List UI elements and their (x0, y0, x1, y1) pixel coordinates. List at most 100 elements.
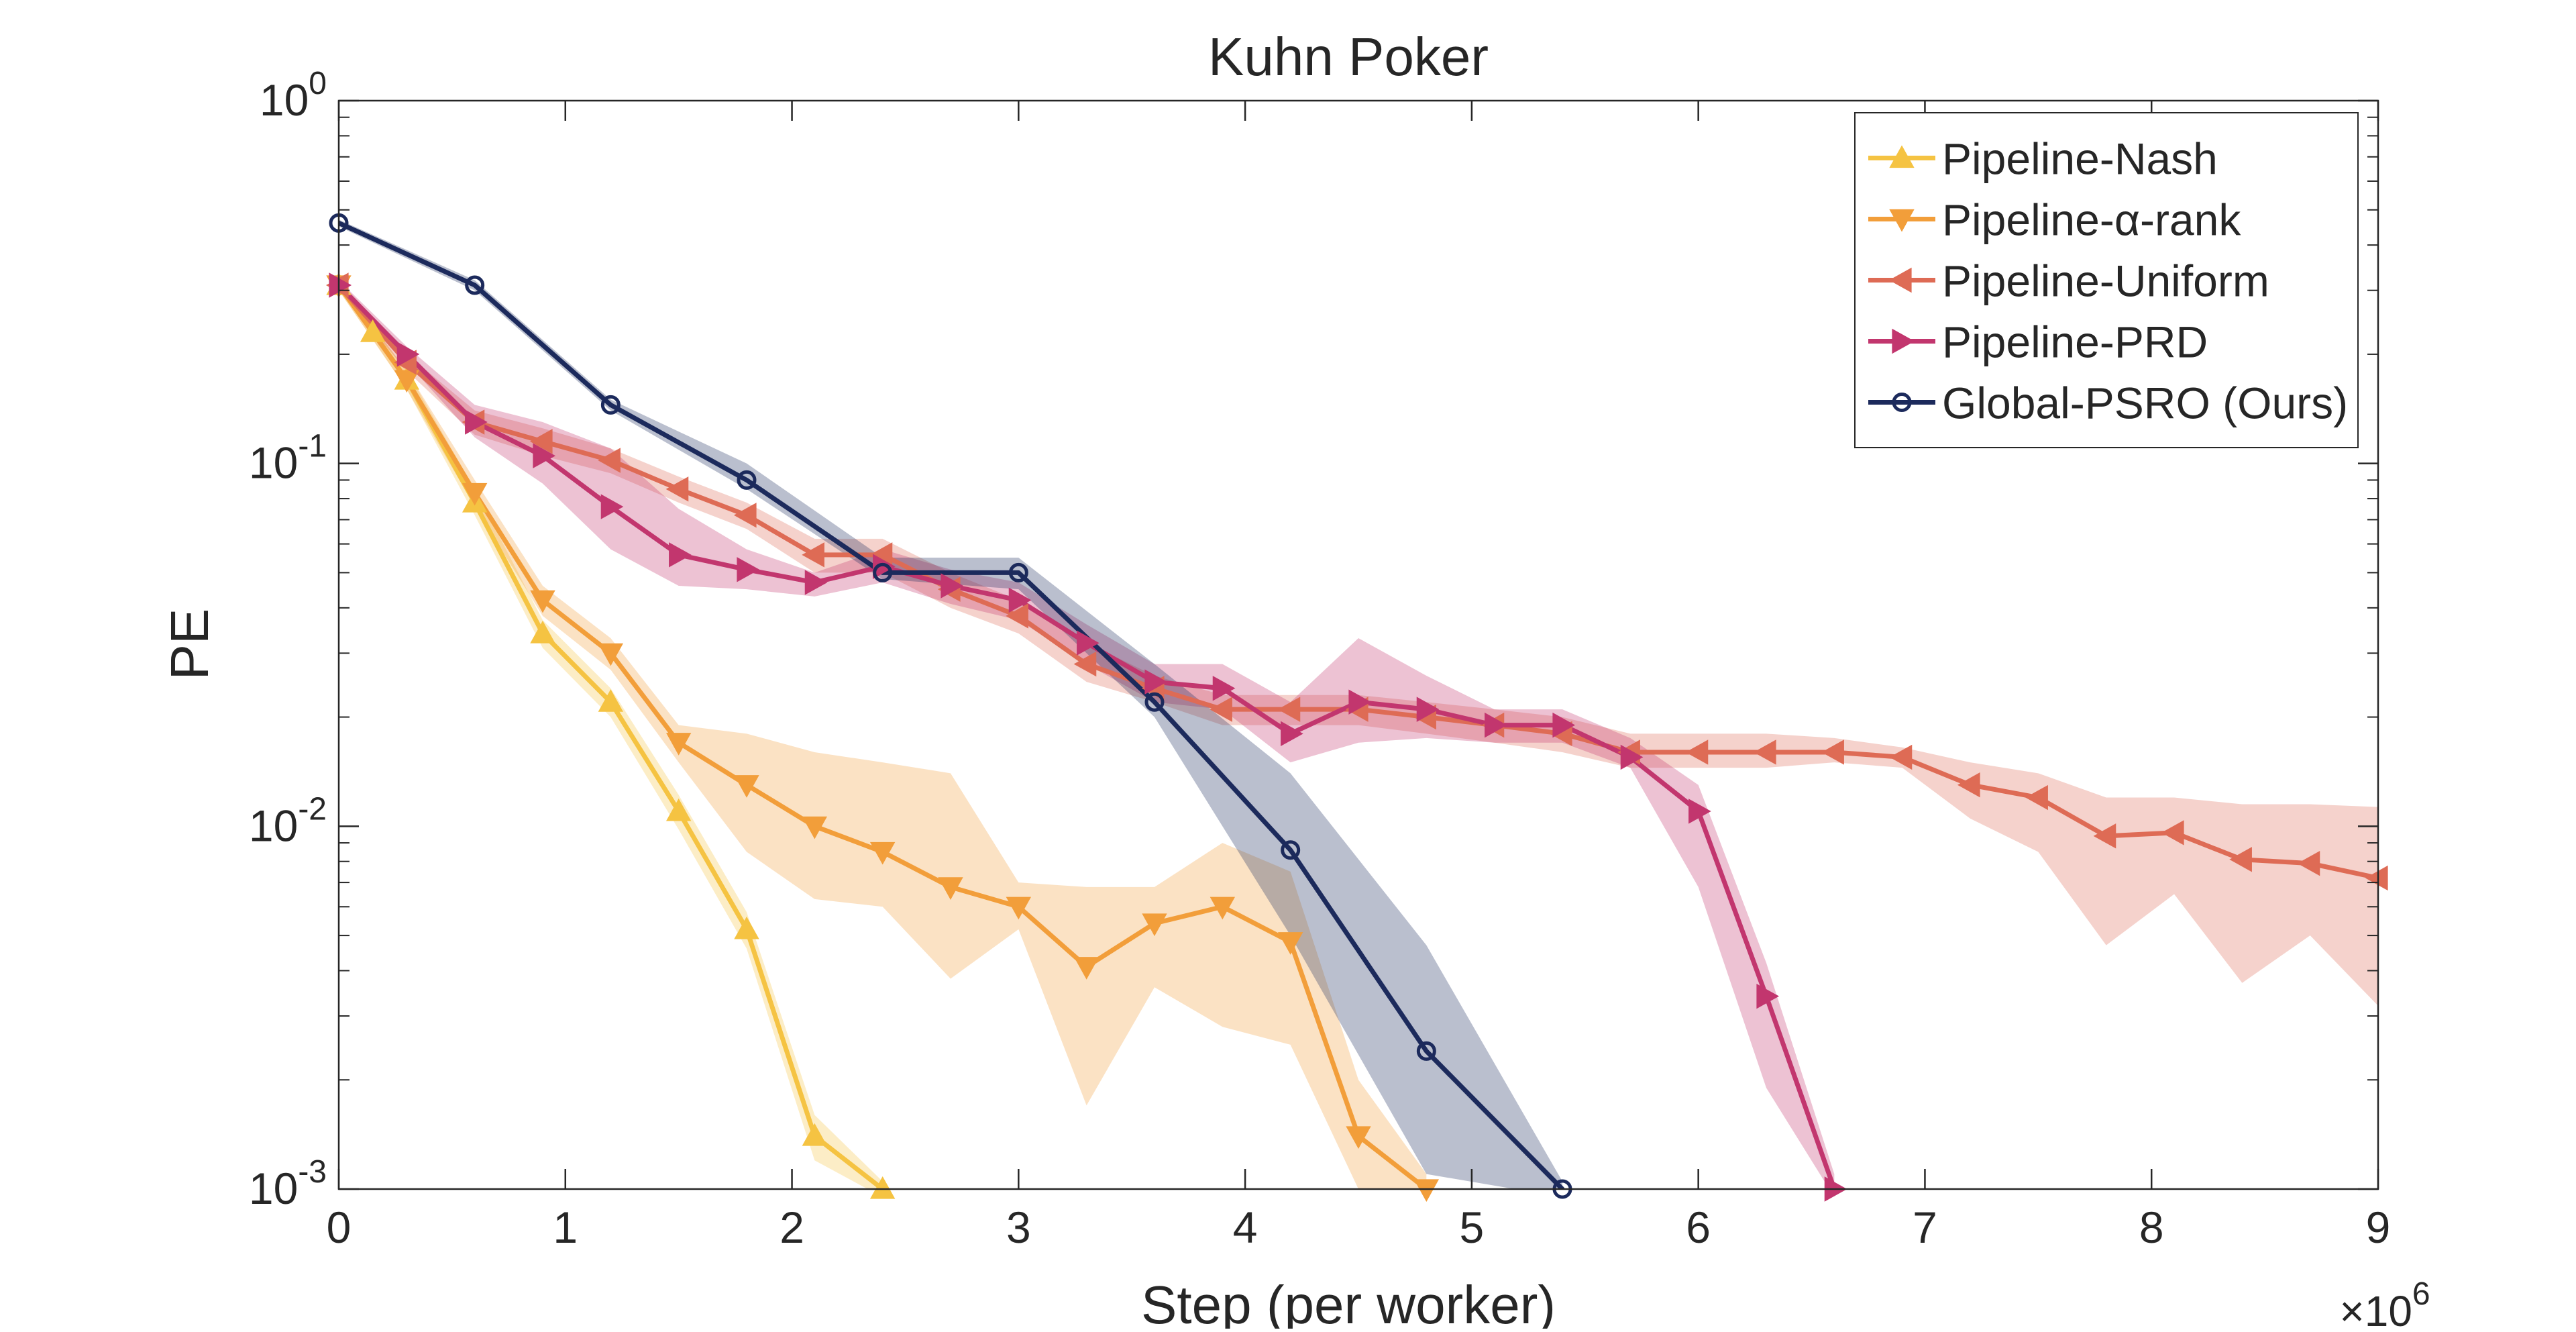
y-tick-exponent: 0 (309, 66, 327, 101)
series-4-point (1416, 1041, 1436, 1061)
series-3-point (1416, 697, 1440, 722)
x-tick-label: 5 (1460, 1202, 1485, 1252)
series-2-point (665, 476, 689, 502)
series-3-point (396, 342, 420, 367)
y-tick-label: 100 (260, 66, 327, 125)
series-2-point (1277, 697, 1301, 722)
series-0-point (802, 1123, 828, 1146)
series-3-point (1144, 669, 1168, 695)
series-2-point (1821, 739, 1844, 765)
y-tick-label: 10-3 (249, 1154, 327, 1213)
series-3-point (1756, 983, 1780, 1009)
series-1-point (938, 877, 963, 900)
series-2-point (733, 503, 757, 528)
x-exponent-power: 6 (2412, 1276, 2430, 1312)
y-axis-label: PE (160, 609, 219, 680)
series-3-point (1212, 676, 1236, 701)
series-4-point (600, 395, 621, 415)
series-0-point (360, 319, 386, 342)
y-tick-exponent: -1 (298, 429, 327, 464)
x-tick-label: 7 (1913, 1202, 1937, 1252)
series-2-point (1753, 739, 1776, 765)
series-2-point (1889, 744, 1913, 770)
series-3-point (1008, 587, 1032, 613)
series-3-band (339, 280, 1835, 1189)
series-2-point (2365, 865, 2388, 891)
series-4-point (465, 275, 485, 295)
series-1-point (394, 370, 420, 393)
series-4-point (1281, 840, 1301, 860)
series-3-point (600, 494, 624, 519)
series-2-point (2093, 823, 2116, 849)
series-4-point (1144, 692, 1165, 712)
x-tick-label: 3 (1006, 1202, 1031, 1252)
y-tick-base: 10 (260, 75, 309, 125)
x-axis-exponent: ×106 (2339, 1276, 2430, 1329)
series-1-point (1006, 896, 1032, 920)
x-exponent-base: ×10 (2339, 1287, 2412, 1329)
legend-swatch-marker (1888, 267, 1912, 293)
series-3-point (1552, 712, 1576, 738)
plot-frame (337, 99, 2379, 1190)
y-tick-exponent: -2 (298, 791, 327, 827)
series-2-point (1957, 772, 1980, 798)
series-2-point (2161, 820, 2184, 846)
series-4-point (737, 470, 757, 490)
x-tick-label: 0 (327, 1202, 352, 1252)
legend-box (1854, 112, 2359, 448)
series-2-point (598, 448, 621, 473)
legend: Pipeline-Nash Pipeline-α-rank Pipeline-Uni… (1854, 112, 2359, 448)
y-tick-label: 10-1 (249, 429, 327, 488)
series-1-point (802, 816, 828, 839)
series-1-point (734, 775, 759, 798)
series-4-point (873, 562, 893, 582)
series-3-point (533, 443, 556, 468)
series-3-point (1348, 689, 1372, 715)
legend-label: Pipeline-PRD (1942, 317, 2208, 367)
series-markers (325, 213, 2388, 1202)
legend-label: Pipeline-Nash (1942, 134, 2218, 184)
series-1-point (598, 643, 624, 666)
series-2-point (1685, 739, 1709, 765)
series-0-point (598, 689, 624, 712)
series-1-point (462, 482, 488, 506)
x-tick-label: 8 (2139, 1202, 2164, 1252)
series-2-point (2297, 850, 2320, 876)
x-tick-label: 6 (1686, 1202, 1711, 1252)
series-3-point (465, 409, 488, 435)
legend-item: Pipeline-Nash (1868, 134, 2218, 184)
series-1-point (1142, 913, 1167, 937)
series-3-point (1077, 630, 1099, 656)
series-3-point (1485, 712, 1507, 738)
series-1-point (1346, 1126, 1371, 1149)
series-3-point (941, 573, 964, 599)
series-1-point (530, 590, 555, 613)
legend-label: Pipeline-Uniform (1942, 256, 2269, 306)
series-4-band (339, 219, 1562, 1189)
legend-swatch-marker (1892, 328, 1915, 354)
legend-swatch-marker (1889, 145, 1915, 168)
series-0-point (530, 620, 555, 644)
legend-label: Global-PSRO (Ours) (1942, 378, 2348, 428)
legend-swatch-marker (1892, 393, 1912, 412)
x-tick-label: 2 (780, 1202, 804, 1252)
series-4-point (1008, 562, 1028, 582)
series-1-point (869, 841, 896, 865)
series-2-point (2229, 847, 2252, 872)
series-1-point (665, 733, 692, 756)
series-0-point (869, 1176, 896, 1199)
legend-swatch-marker (1889, 209, 1915, 232)
series-0-point (665, 798, 692, 821)
legend-item: Pipeline-PRD (1868, 317, 2208, 367)
y-tick-base: 10 (249, 801, 298, 850)
series-2-point (802, 542, 824, 568)
series-2-point (529, 429, 553, 454)
series-1-point (1210, 896, 1236, 920)
series-2-point (1073, 651, 1097, 677)
legend-item: Pipeline-α-rank (1868, 195, 2241, 245)
x-tick-label: 1 (553, 1202, 578, 1252)
series-1-band (339, 280, 1427, 1189)
y-tick-base: 10 (249, 1164, 298, 1213)
